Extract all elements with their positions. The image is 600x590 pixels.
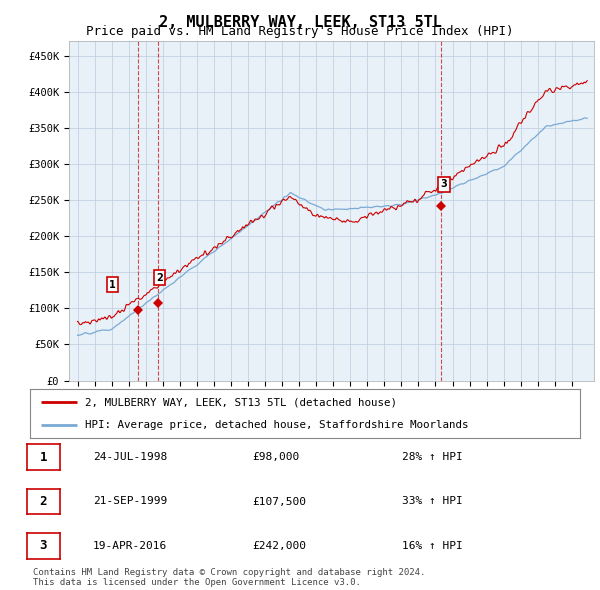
Text: 2, MULBERRY WAY, LEEK, ST13 5TL (detached house): 2, MULBERRY WAY, LEEK, ST13 5TL (detache… — [85, 398, 397, 408]
Text: 24-JUL-1998: 24-JUL-1998 — [93, 453, 167, 462]
Text: HPI: Average price, detached house, Staffordshire Moorlands: HPI: Average price, detached house, Staf… — [85, 419, 469, 430]
Text: 3: 3 — [440, 179, 448, 189]
Text: £98,000: £98,000 — [252, 453, 299, 462]
Text: £107,500: £107,500 — [252, 497, 306, 506]
Text: £242,000: £242,000 — [252, 541, 306, 550]
Text: 28% ↑ HPI: 28% ↑ HPI — [402, 453, 463, 462]
Text: 1: 1 — [109, 280, 116, 290]
Text: 3: 3 — [40, 539, 47, 552]
Text: 2: 2 — [40, 495, 47, 508]
Text: Contains HM Land Registry data © Crown copyright and database right 2024.
This d: Contains HM Land Registry data © Crown c… — [33, 568, 425, 587]
Text: 2: 2 — [157, 273, 163, 283]
Text: 19-APR-2016: 19-APR-2016 — [93, 541, 167, 550]
Text: 21-SEP-1999: 21-SEP-1999 — [93, 497, 167, 506]
Text: 1: 1 — [40, 451, 47, 464]
Text: Price paid vs. HM Land Registry's House Price Index (HPI): Price paid vs. HM Land Registry's House … — [86, 25, 514, 38]
Text: 2, MULBERRY WAY, LEEK, ST13 5TL: 2, MULBERRY WAY, LEEK, ST13 5TL — [158, 15, 442, 30]
Text: 33% ↑ HPI: 33% ↑ HPI — [402, 497, 463, 506]
Text: 16% ↑ HPI: 16% ↑ HPI — [402, 541, 463, 550]
